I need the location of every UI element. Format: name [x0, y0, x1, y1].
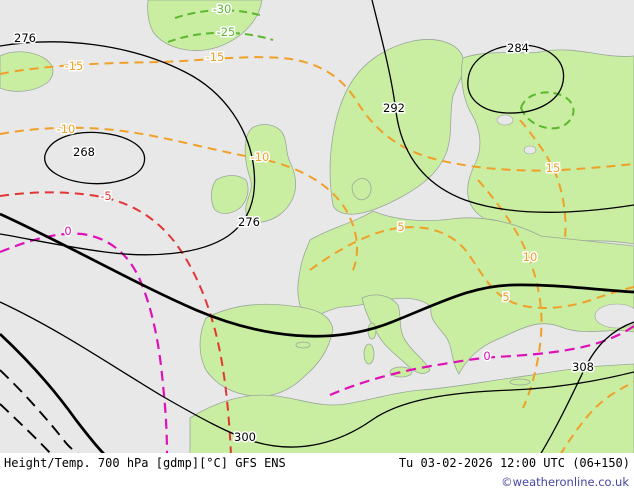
weather-map: -30 -25 276 -15 -15 284 292 -10 268 -10 -5 276 0 5 15 1…	[0, 0, 634, 453]
island-sicily	[389, 366, 413, 378]
contour-label-292: 292	[383, 101, 405, 115]
temp-contour-minus15	[0, 56, 634, 172]
land-ireland	[210, 175, 249, 214]
copyright-row: ©weatheronline.co.uk	[0, 473, 634, 490]
contour-label-308: 308	[572, 360, 594, 374]
island-balearic	[295, 341, 311, 349]
contour-label-10: 10	[523, 250, 538, 264]
land-north-africa	[189, 363, 634, 453]
height-contour-284-high	[467, 44, 565, 114]
contour-label-0: 0	[64, 224, 71, 238]
contour-label--10: -10	[251, 150, 270, 164]
temp-contour-zero-south	[329, 325, 634, 397]
temp-contour-plus15	[519, 119, 567, 239]
land-scandinavia	[329, 39, 465, 215]
lake-onega	[523, 145, 537, 155]
temp-contour-minus25	[167, 31, 274, 43]
land-iceland	[0, 51, 54, 92]
contour-label--10: -10	[57, 122, 76, 136]
contour-label--25: -25	[217, 25, 236, 39]
black-sea	[594, 303, 634, 329]
temp-contour-plus10	[477, 179, 543, 409]
land-great-britain	[244, 124, 296, 223]
height-contours	[0, 0, 634, 453]
land-denmark	[351, 178, 372, 201]
lake-ladoga	[496, 114, 514, 126]
height-contour-268	[44, 131, 146, 185]
land-iberia	[199, 303, 334, 397]
temp-contour-minus30	[174, 9, 264, 19]
contour-label-5: 5	[397, 220, 404, 234]
contour-label-276: 276	[238, 215, 260, 229]
height-contour-300	[0, 301, 634, 448]
contour-label-300: 300	[234, 430, 256, 444]
copyright-link[interactable]: ©weatheronline.co.uk	[501, 474, 629, 489]
height-contour-dashed-sw2	[0, 403, 52, 453]
chart-valid-time: Tu 03-02-2026 12:00 UTC (06+150)	[398, 456, 630, 470]
island-sardinia	[363, 343, 375, 365]
contour-label--15: -15	[206, 50, 225, 64]
temp-contour-cold-pocket	[519, 91, 575, 130]
temp-contour-minus5	[0, 191, 232, 453]
height-contour-dashed-sw1	[0, 369, 79, 453]
contour-label-284: 284	[507, 41, 529, 55]
contour-label--5: -5	[100, 189, 111, 203]
island-crete	[509, 378, 531, 386]
contour-label-15: 15	[546, 161, 561, 175]
height-contour-308	[540, 321, 634, 453]
height-contour-bold-southwest	[0, 333, 105, 453]
temp-contour-plus5	[309, 226, 634, 309]
contour-label-268: 268	[73, 145, 95, 159]
land-finland-russia	[461, 49, 634, 245]
contour-label-5: 5	[502, 290, 509, 304]
chart-title: Height/Temp. 700 hPa [gdmp][°C] GFS ENS	[4, 456, 286, 470]
contour-label--15: -15	[65, 59, 84, 73]
land-italy	[361, 294, 431, 374]
contour-labels: -30 -25 276 -15 -15 284 292 -10 268 -10 -5 276 0 5 15 1…	[13, 1, 596, 446]
contour-label-276: 276	[14, 31, 36, 45]
contour-label-0: 0	[483, 349, 490, 363]
contour-label--30: -30	[213, 2, 232, 16]
temp-contour-minus10	[0, 126, 358, 276]
temp-contour-africa	[560, 381, 634, 453]
height-contour-276	[0, 41, 256, 256]
height-contour-bold-main	[0, 212, 634, 338]
height-contour-292	[371, 0, 634, 213]
island-corsica	[367, 322, 377, 340]
footer-bar: Height/Temp. 700 hPa [gdmp][°C] GFS ENS …	[0, 453, 634, 473]
land-greenland-tip	[147, 0, 263, 51]
